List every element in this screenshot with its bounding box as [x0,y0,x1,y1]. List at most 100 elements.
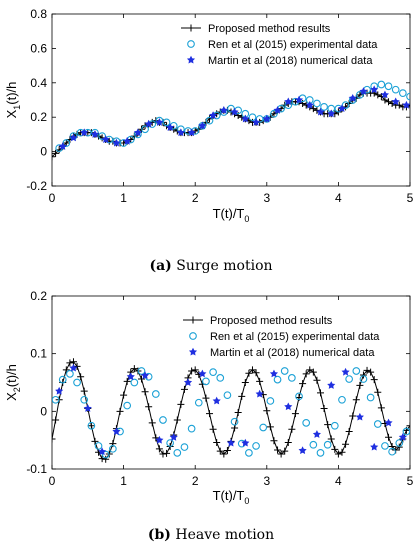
data-point [144,119,153,128]
plot-area [52,80,410,161]
data-point [209,111,218,119]
data-point [270,109,278,118]
data-point [317,389,324,397]
data-point [251,118,261,126]
data-point [270,437,278,445]
data-point [398,433,407,441]
data-point [338,448,346,456]
data-point [355,412,364,421]
data-point [245,449,253,457]
legend-marker [188,347,198,356]
data-point [309,105,317,113]
data-point [323,440,332,449]
data-point [109,444,117,453]
data-point [69,133,78,142]
x-tick-label: 5 [407,474,414,488]
data-point [98,447,107,456]
data-point [338,395,346,404]
data-point [216,447,224,455]
data-point [320,404,328,412]
data-point [123,137,132,145]
data-point [391,85,400,94]
data-point [187,424,196,433]
data-point [374,91,382,99]
data-point [341,367,350,376]
y-tick-label: 0.6 [30,41,47,55]
data-point [262,114,271,123]
data-point [52,149,60,157]
data-point [198,121,207,130]
data-point [316,107,325,116]
data-point [309,368,317,376]
data-point [398,89,407,97]
data-point [162,118,171,127]
data-point [330,421,339,430]
data-point [352,396,360,404]
y-tick-label: 0.2 [30,110,47,124]
data-point [345,428,353,436]
data-point [381,442,389,450]
data-point [151,390,160,398]
data-point [66,370,74,378]
data-point [274,446,282,454]
data-point [359,371,367,379]
data-point [148,419,156,427]
data-point [334,450,342,458]
data-point [191,366,199,374]
x-axis-label: T(t)/T0 [213,488,250,506]
data-point [349,412,357,420]
data-point [252,442,260,450]
data-point [80,128,89,137]
legend-label: Ren et al (2015) experimental data [208,39,378,51]
data-point [73,378,81,387]
data-point [173,416,181,424]
x-tick-label: 4 [335,474,342,488]
data-point [234,408,242,416]
data-point [302,370,310,378]
y-axis-label: X1(t)/h [4,82,22,119]
legend-label: Proposed method results [208,23,331,35]
legend-label: Martin et al (2018) numerical data [210,347,375,359]
data-point [370,85,379,94]
data-point [159,450,167,458]
data-point [180,443,189,451]
data-point [256,377,264,385]
data-point [370,442,379,451]
data-point [295,392,303,401]
data-point [316,449,325,457]
data-point [141,371,150,380]
data-point [269,369,279,378]
legend-marker [189,332,197,340]
data-point [69,363,78,372]
data-point [52,435,56,443]
data-point [202,377,210,386]
x-axis-label: T(t)/T0 [213,206,250,224]
data-point [90,130,100,138]
data-point [126,372,135,381]
x-tick-label: 4 [335,191,342,205]
data-point [395,439,404,447]
legend-marker [189,316,197,324]
legend: Proposed method results Ren et al (2015) … [181,23,378,67]
data-point [123,401,132,410]
data-point [205,116,214,125]
data-point [320,103,328,111]
data-point [130,365,138,373]
data-point [206,115,214,123]
x-tick-label: 3 [263,191,270,205]
legend-label: Ren et al (2015) experimental data [210,331,380,343]
series-line [52,92,410,158]
legend-label: Martin et al (2018) numerical data [208,55,373,67]
data-point [280,367,289,375]
data-point [187,128,196,137]
data-point [83,404,92,412]
data-point [284,438,292,446]
data-point [209,368,217,376]
data-point [356,381,364,389]
data-point [348,94,357,102]
data-point [123,377,131,385]
data-point [52,395,60,404]
data-point [345,375,353,383]
data-point [359,375,368,383]
data-point [313,99,321,108]
